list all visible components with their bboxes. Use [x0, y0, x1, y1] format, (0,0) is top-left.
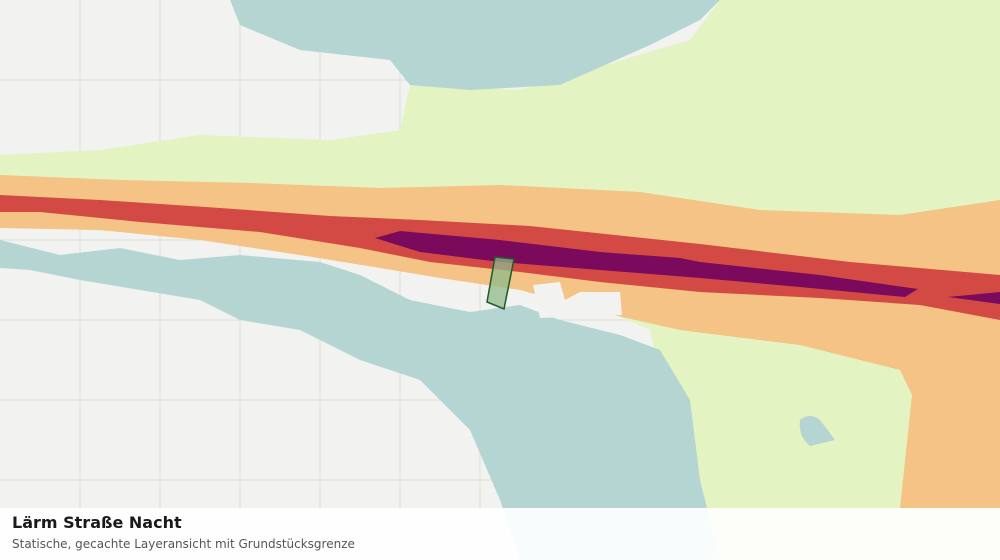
- water-area: [799, 416, 835, 446]
- water-area: [230, 0, 720, 90]
- noise-zone-very-high: [375, 231, 918, 297]
- noise-zone-very-high: [948, 292, 1000, 304]
- map-subtitle: Statische, gecachte Layeransicht mit Gru…: [12, 537, 355, 551]
- caption-panel: [0, 508, 1000, 560]
- map-title: Lärm Straße Nacht: [12, 513, 182, 532]
- water-area: [0, 240, 720, 560]
- parcel-boundary: [486, 256, 515, 311]
- building-area: [533, 282, 622, 318]
